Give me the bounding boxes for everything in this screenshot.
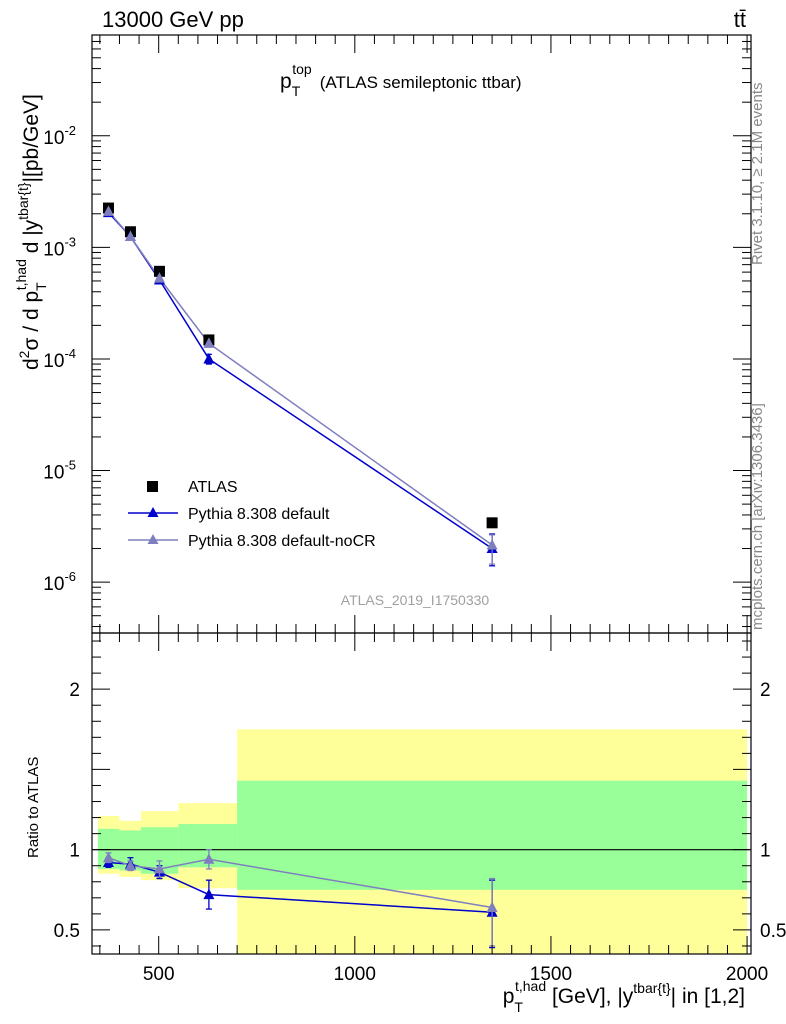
rivet-version-label: Rivet 3.1.10, ≥ 2.1M events xyxy=(749,83,766,266)
main-y-tick-label: 10-5 xyxy=(43,458,76,484)
ratio-y-tick-label: 1 xyxy=(69,841,80,862)
main-y-tick-label: 10-6 xyxy=(43,569,76,595)
ratio-y-tick-label: 2 xyxy=(69,680,80,701)
main-data-point xyxy=(486,517,498,529)
main-y-axis: 10-6 10-5 10-4 10-3 10-2 xyxy=(43,34,751,633)
legend: ATLAS Pythia 8.308 default Pythia 8.308 … xyxy=(128,479,376,550)
main-mc-point xyxy=(124,230,136,242)
main-y-axis-label: d2σ / d pTt,had d |ytbar{t}|[pb/GeV] xyxy=(13,94,49,370)
ratio-x-tick-label: 2000 xyxy=(726,964,768,985)
ratio-x-tick-label: 1500 xyxy=(530,964,572,985)
main-series-line-2 xyxy=(107,210,493,546)
legend-marker-pythia-nocr xyxy=(147,534,159,544)
legend-marker-atlas xyxy=(147,481,158,492)
x-axis-label: pTt,had [GeV], |ytbar{t}| in [1,2] xyxy=(503,978,745,1015)
ratio-mc-point xyxy=(153,862,165,874)
main-mc-point xyxy=(153,272,165,283)
ratio-mc-point xyxy=(124,859,136,871)
mcplots-site-label: mcplots.cern.ch [arXiv:1306.3436] xyxy=(749,403,766,630)
ratio-mc-point xyxy=(203,888,215,900)
main-y-tick-label: 10-4 xyxy=(43,346,76,372)
plot-title: pTtop(ATLAS semileptonic ttbar) xyxy=(280,61,522,99)
ratio-plot-frame xyxy=(91,632,752,955)
ratio-y-tick-label-right: 0.5 xyxy=(760,921,786,942)
ratio-y-tick-label-right: 2 xyxy=(760,680,771,701)
analysis-id-label: ATLAS_2019_I1750330 xyxy=(341,592,490,608)
ratio-axes: 500 1000 1500 2000 0.5 0.5 1 1 2 2 xyxy=(54,633,786,985)
ratio-y-tick-label-right: 1 xyxy=(760,841,771,862)
ratio-y-axis-label: Ratio to ATLAS xyxy=(25,757,42,858)
legend-label-atlas: ATLAS xyxy=(188,479,238,496)
ratio-y-tick-label: 0.5 xyxy=(54,921,80,942)
ratio-mc-point xyxy=(486,901,498,912)
main-series-line-1 xyxy=(107,212,493,550)
main-data-point xyxy=(153,265,165,277)
legend-label-pythia-default: Pythia 8.308 default xyxy=(188,506,330,523)
process-label: tt̄ xyxy=(734,7,746,32)
energy-label: 13000 GeV pp xyxy=(102,7,244,32)
main-mc-point xyxy=(102,205,114,216)
main-mc-point xyxy=(203,337,215,348)
main-y-tick-label: 10-2 xyxy=(43,123,76,149)
ratio-mc-point xyxy=(102,851,114,863)
ratio-inner-band xyxy=(237,780,748,890)
ratio-inner-band xyxy=(97,828,120,869)
ratio-uncertainty-bands xyxy=(97,729,748,954)
legend-label-pythia-nocr: Pythia 8.308 default-noCR xyxy=(188,533,376,550)
ratio-x-tick-label: 500 xyxy=(143,964,175,985)
main-mc-point xyxy=(486,539,498,550)
main-y-tick-label: 10-3 xyxy=(43,234,76,260)
main-mc-point xyxy=(203,352,215,364)
legend-marker-pythia-default xyxy=(147,507,159,517)
ratio-inner-band xyxy=(119,830,142,871)
ratio-mc-point xyxy=(203,853,215,864)
ratio-x-tick-label: 1000 xyxy=(334,964,376,985)
